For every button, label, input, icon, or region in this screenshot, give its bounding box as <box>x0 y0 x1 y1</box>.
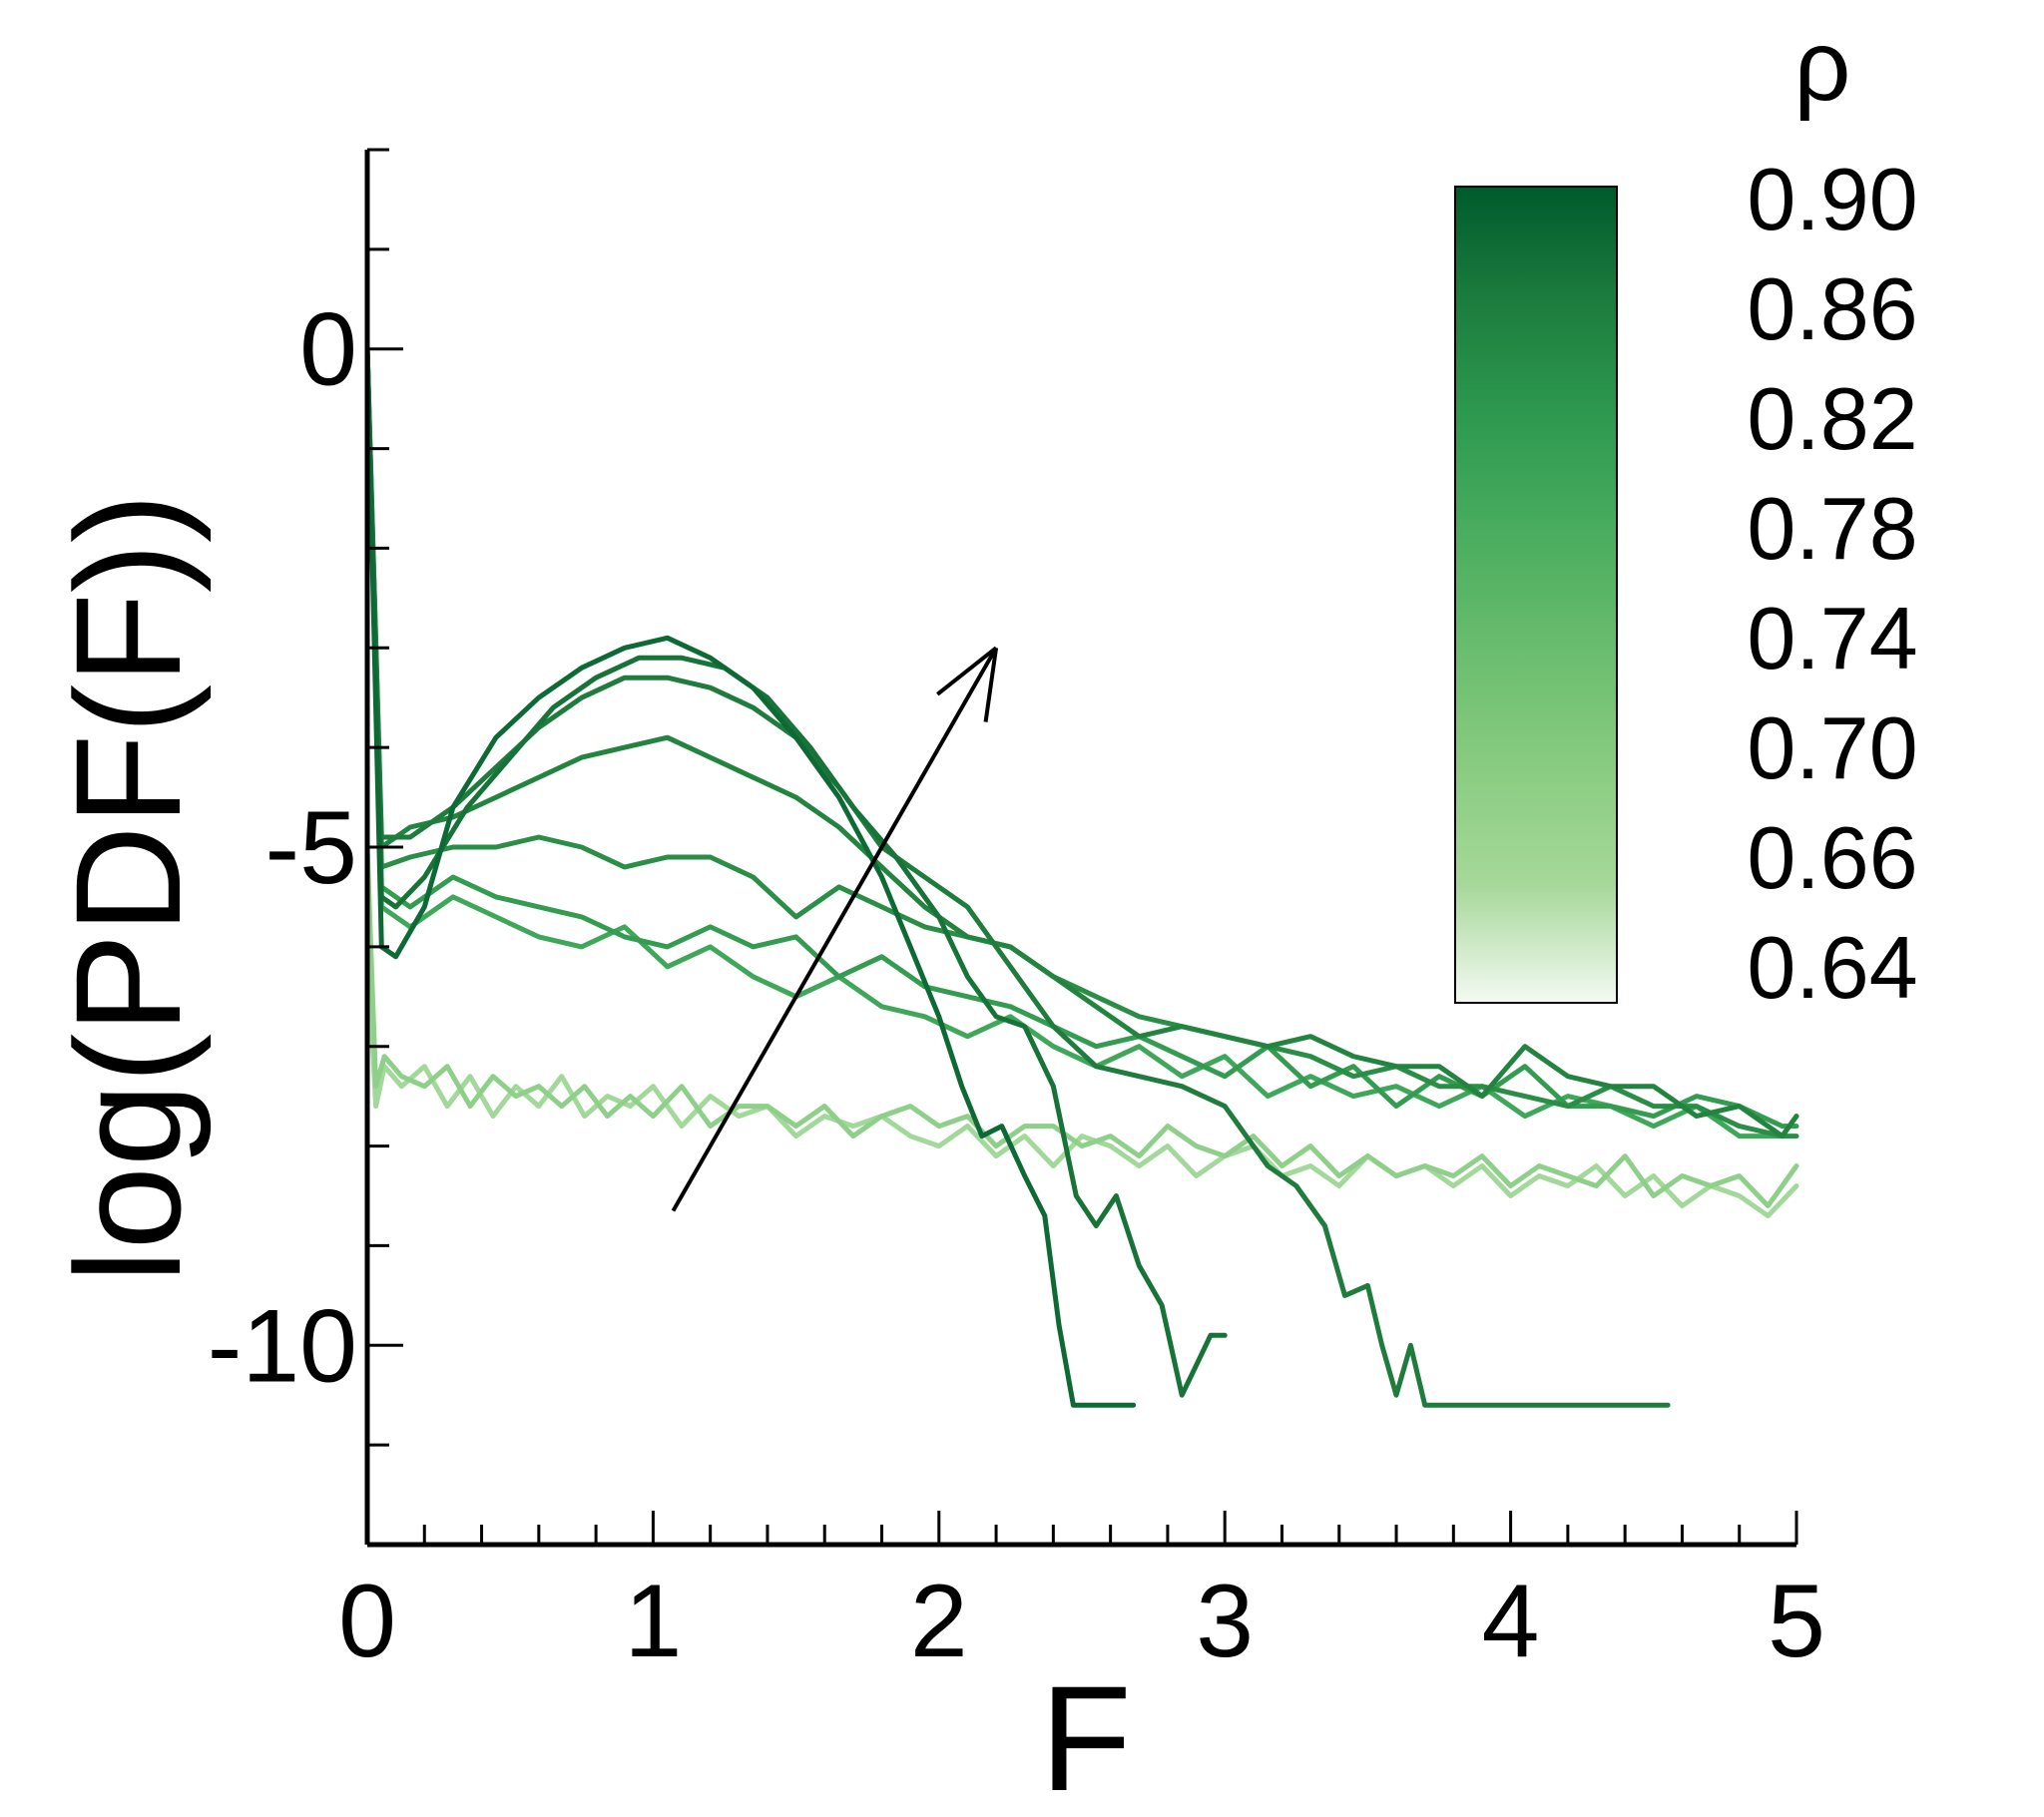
tick-labels: 0 1 2 3 4 5 0 -5 -10 <box>208 292 1825 1679</box>
trend-arrow-head-1 <box>983 648 999 722</box>
x-axis-title: F <box>1040 1654 1132 1817</box>
y-tick-label: 0 <box>299 292 357 408</box>
series-line-8 <box>364 844 1799 1208</box>
colorbar-label: 0.82 <box>1747 369 1917 468</box>
x-tick-label: 0 <box>338 1564 396 1679</box>
x-tick-label: 4 <box>1482 1564 1540 1679</box>
x-tick-label: 2 <box>910 1564 968 1679</box>
y-tick-label: -5 <box>265 790 357 906</box>
colorbar-label: 0.78 <box>1747 479 1917 578</box>
x-tick-label: 5 <box>1768 1564 1825 1679</box>
trend-arrow <box>671 646 999 1212</box>
colorbar-label: 0.70 <box>1747 698 1917 797</box>
colorbar-title: ρ <box>1794 10 1851 122</box>
colorbar-label: 0.64 <box>1747 918 1917 1017</box>
x-tick-label: 1 <box>624 1564 682 1679</box>
colorbar-label: 0.86 <box>1747 259 1917 358</box>
x-tick-label: 3 <box>1196 1564 1254 1679</box>
series-line-6 <box>364 346 1799 1130</box>
colorbar-label: 0.74 <box>1747 589 1917 687</box>
series-line-2 <box>364 346 1228 1398</box>
series-line-5 <box>364 346 1799 1139</box>
series-line-4 <box>364 346 1799 1139</box>
colorbar-label: 0.66 <box>1747 808 1917 907</box>
trend-arrow-head-2 <box>936 646 998 696</box>
series-line-7 <box>364 346 1799 1139</box>
series-line-1 <box>364 346 1137 1408</box>
y-tick-label: -10 <box>208 1288 357 1404</box>
series-line-3 <box>364 346 1671 1408</box>
series-line-9 <box>364 944 1799 1218</box>
colorbar: ρ 0.90 0.86 0.82 0.78 0.74 0.70 0.66 0.64 <box>1454 10 1918 1017</box>
y-axis-title: log(PDF(F)) <box>44 493 212 1283</box>
colorbar-box <box>1454 186 1618 1004</box>
colorbar-label: 0.90 <box>1747 150 1917 248</box>
series-layer <box>364 346 1799 1408</box>
axes <box>364 148 1798 1548</box>
trend-arrow-shaft <box>671 647 998 1212</box>
